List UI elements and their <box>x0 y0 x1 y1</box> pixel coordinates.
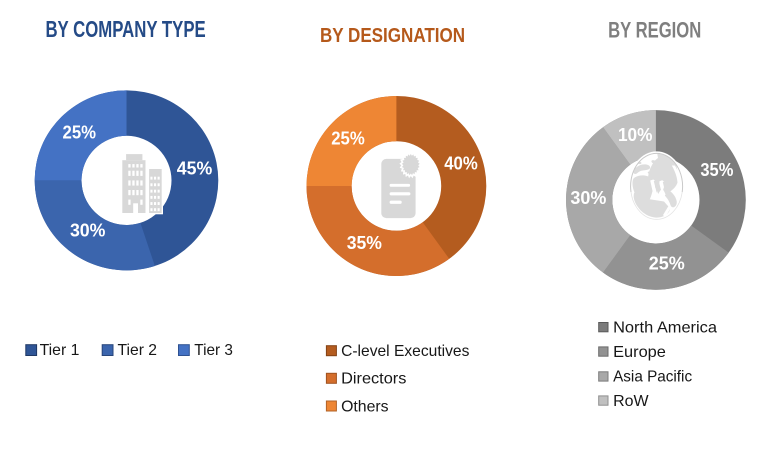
svg-text:Asia Pacific: Asia Pacific <box>613 369 692 386</box>
svg-text:C-level Executives: C-level Executives <box>341 343 469 360</box>
svg-text:Others: Others <box>341 398 389 415</box>
svg-text:35%: 35% <box>700 160 733 180</box>
svg-text:RoW: RoW <box>613 393 649 410</box>
svg-text:North America: North America <box>613 319 717 336</box>
svg-text:Tier 3: Tier 3 <box>194 342 233 359</box>
svg-text:25%: 25% <box>331 129 365 149</box>
svg-text:40%: 40% <box>444 154 478 174</box>
svg-text:Europe: Europe <box>613 344 666 361</box>
svg-text:BY COMPANY TYPE: BY COMPANY TYPE <box>45 16 205 42</box>
svg-text:BY DESIGNATION: BY DESIGNATION <box>320 25 465 47</box>
svg-text:25%: 25% <box>649 254 685 274</box>
svg-text:BY REGION: BY REGION <box>608 17 701 42</box>
svg-text:Tier 1: Tier 1 <box>40 342 80 359</box>
svg-text:30%: 30% <box>70 221 106 241</box>
svg-text:45%: 45% <box>177 159 213 179</box>
svg-text:35%: 35% <box>347 233 382 253</box>
svg-text:Tier 2: Tier 2 <box>118 342 158 359</box>
svg-text:10%: 10% <box>618 125 653 145</box>
svg-text:Directors: Directors <box>341 371 406 388</box>
svg-text:30%: 30% <box>570 188 606 208</box>
svg-text:25%: 25% <box>63 123 97 143</box>
